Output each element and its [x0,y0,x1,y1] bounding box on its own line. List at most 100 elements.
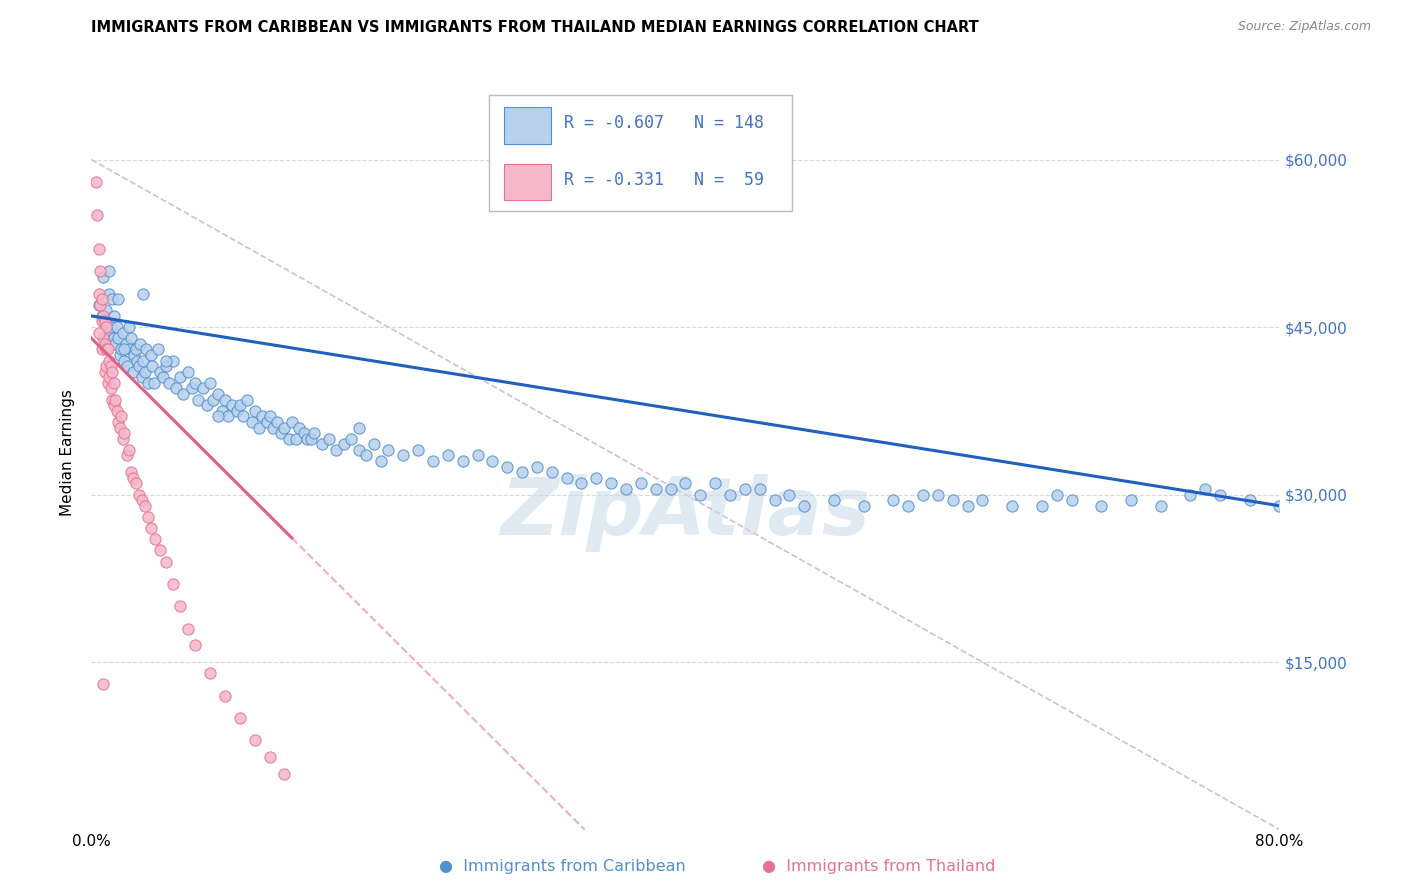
Point [103,309,125,323]
Point [98,264,121,278]
Point [134,365,156,379]
Text: R = -0.331   N =  59: R = -0.331 N = 59 [564,171,765,189]
Point [87,286,110,301]
Point [1090,499,1112,513]
Point [734,482,756,496]
Point [122,365,145,379]
Point [325,442,347,457]
Point [111,326,134,340]
Point [630,476,652,491]
Point [281,415,304,429]
Point [793,499,815,513]
Point [273,766,295,780]
Text: ●  Immigrants from Thailand: ● Immigrants from Thailand [762,859,995,874]
Text: IMMIGRANTS FROM CARIBBEAN VS IMMIGRANTS FROM THAILAND MEDIAN EARNINGS CORRELATIO: IMMIGRANTS FROM CARIBBEAN VS IMMIGRANTS … [91,20,979,35]
Point [143,533,166,547]
Point [184,638,207,652]
Point [125,343,148,357]
Point [236,392,259,407]
Point [1149,499,1171,513]
Point [112,343,135,357]
Point [207,387,229,401]
Point [333,437,356,451]
Point [105,320,128,334]
Point [704,476,727,491]
Point [96,343,118,357]
Point [956,499,979,513]
Point [107,415,129,429]
Point [299,432,322,446]
Bar [503,107,551,144]
Point [852,499,875,513]
Point [169,370,191,384]
Point [142,376,165,390]
Point [115,359,138,373]
Point [942,493,965,508]
Point [778,487,800,501]
Point [200,666,222,681]
Point [98,370,121,384]
Point [131,370,153,384]
Point [97,326,120,340]
Point [86,208,108,222]
Point [571,476,593,491]
Point [155,359,177,373]
Point [295,432,318,446]
Point [1001,499,1024,513]
Point [927,487,949,501]
Point [131,493,153,508]
Point [118,343,141,357]
Point [1060,493,1083,508]
Point [104,392,127,407]
Point [226,404,249,418]
Point [340,432,363,446]
Point [136,509,159,524]
Point [91,331,114,345]
Point [84,175,107,189]
Point [117,442,139,457]
Point [101,365,124,379]
Point [89,298,111,312]
Text: R = -0.607   N = 148: R = -0.607 N = 148 [564,114,765,132]
Point [229,398,252,412]
Point [221,398,243,412]
Point [91,309,114,323]
Point [467,449,489,463]
Point [108,348,131,362]
Point [124,348,146,362]
Point [1180,487,1202,501]
Point [91,314,114,328]
Text: ●  Immigrants from Caribbean: ● Immigrants from Caribbean [439,859,686,874]
Point [103,376,125,390]
Point [318,432,340,446]
Point [259,750,281,764]
Point [436,449,458,463]
Point [614,482,637,496]
Point [169,599,191,614]
Point [240,415,263,429]
Point [451,454,474,468]
Text: Source: ZipAtlas.com: Source: ZipAtlas.com [1237,20,1371,33]
Point [115,449,138,463]
Point [90,292,112,306]
Point [172,387,194,401]
Point [392,449,415,463]
Point [270,426,292,441]
Point [256,415,278,429]
Point [311,437,333,451]
Point [1031,499,1053,513]
Point [90,343,112,357]
Point [823,493,845,508]
Point [585,471,607,485]
Point [98,286,121,301]
Y-axis label: Median Earnings: Median Earnings [60,389,76,516]
Point [127,353,149,368]
Point [232,409,254,424]
Point [90,314,112,328]
Point [1194,482,1216,496]
Point [354,449,377,463]
Point [100,382,122,396]
Point [177,365,200,379]
Point [214,392,236,407]
Point [162,577,184,591]
